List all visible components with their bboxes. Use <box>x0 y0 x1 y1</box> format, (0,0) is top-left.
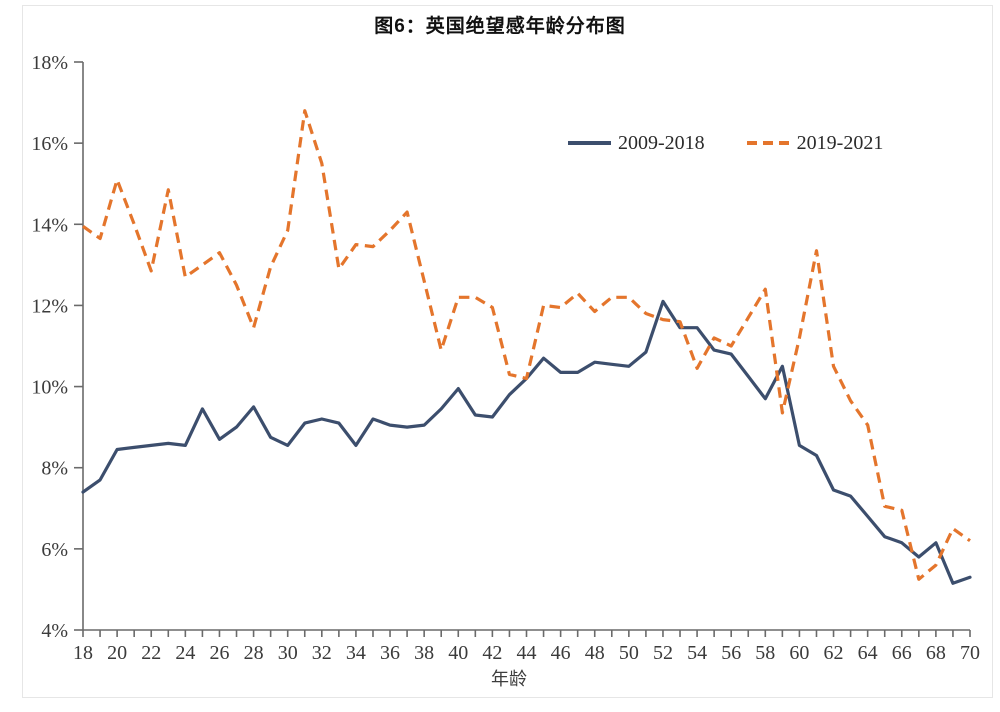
x-tick-label: 58 <box>755 642 775 664</box>
y-tick-label: 4% <box>41 620 68 642</box>
x-tick-label: 22 <box>141 642 161 664</box>
y-tick-label: 10% <box>31 377 68 399</box>
x-tick-label: 34 <box>346 642 366 664</box>
x-tick-label: 64 <box>858 642 878 664</box>
legend-label: 2019-2021 <box>796 132 884 154</box>
x-tick-label: 36 <box>380 642 400 664</box>
x-tick-label: 48 <box>585 642 605 664</box>
x-tick-label: 24 <box>175 642 195 664</box>
series-line-2019-2021 <box>82 109 971 581</box>
series-line-2009-2018 <box>81 299 972 585</box>
x-tick-label: 66 <box>892 642 912 664</box>
legend-item-2019-2021: 2019-2021 <box>746 132 884 154</box>
y-tick-label: 6% <box>41 539 68 561</box>
x-tick-label: 44 <box>517 642 537 664</box>
x-tick-label: 46 <box>551 642 571 664</box>
y-tick-label: 8% <box>41 458 68 480</box>
x-tick-label: 52 <box>653 642 673 664</box>
x-tick-label: 50 <box>619 642 639 664</box>
x-tick-label: 42 <box>482 642 502 664</box>
x-tick-label: 30 <box>278 642 298 664</box>
legend-line-dashed-swatch <box>746 141 790 145</box>
y-tick-label: 18% <box>31 52 68 74</box>
x-tick-label: 38 <box>414 642 434 664</box>
x-tick-label: 20 <box>107 642 127 664</box>
x-tick-label: 56 <box>721 642 741 664</box>
axes <box>74 61 971 637</box>
y-tick-label: 14% <box>31 214 68 236</box>
x-tick-label: 18 <box>73 642 93 664</box>
x-tick-label: 40 <box>448 642 468 664</box>
x-tick-label: 26 <box>209 642 229 664</box>
chart-title: 图6：英国绝望感年龄分布图 <box>374 16 626 37</box>
x-tick-label: 54 <box>687 642 707 664</box>
x-tick-label: 60 <box>789 642 809 664</box>
x-tick-label: 62 <box>824 642 844 664</box>
y-tick-label: 12% <box>31 295 68 317</box>
x-tick-label: 68 <box>926 642 946 664</box>
legend-item-2009-2018: 2009-2018 <box>568 132 705 154</box>
x-axis-title: 年龄 <box>491 669 527 689</box>
legend-line-solid-swatch <box>568 141 611 145</box>
x-tick-label: 70 <box>960 642 980 664</box>
legend: 2009-2018 2019-2021 <box>568 132 883 154</box>
x-tick-label: 32 <box>312 642 332 664</box>
y-tick-label: 16% <box>31 133 68 155</box>
x-tick-label: 28 <box>244 642 264 664</box>
legend-label: 2009-2018 <box>618 132 705 154</box>
